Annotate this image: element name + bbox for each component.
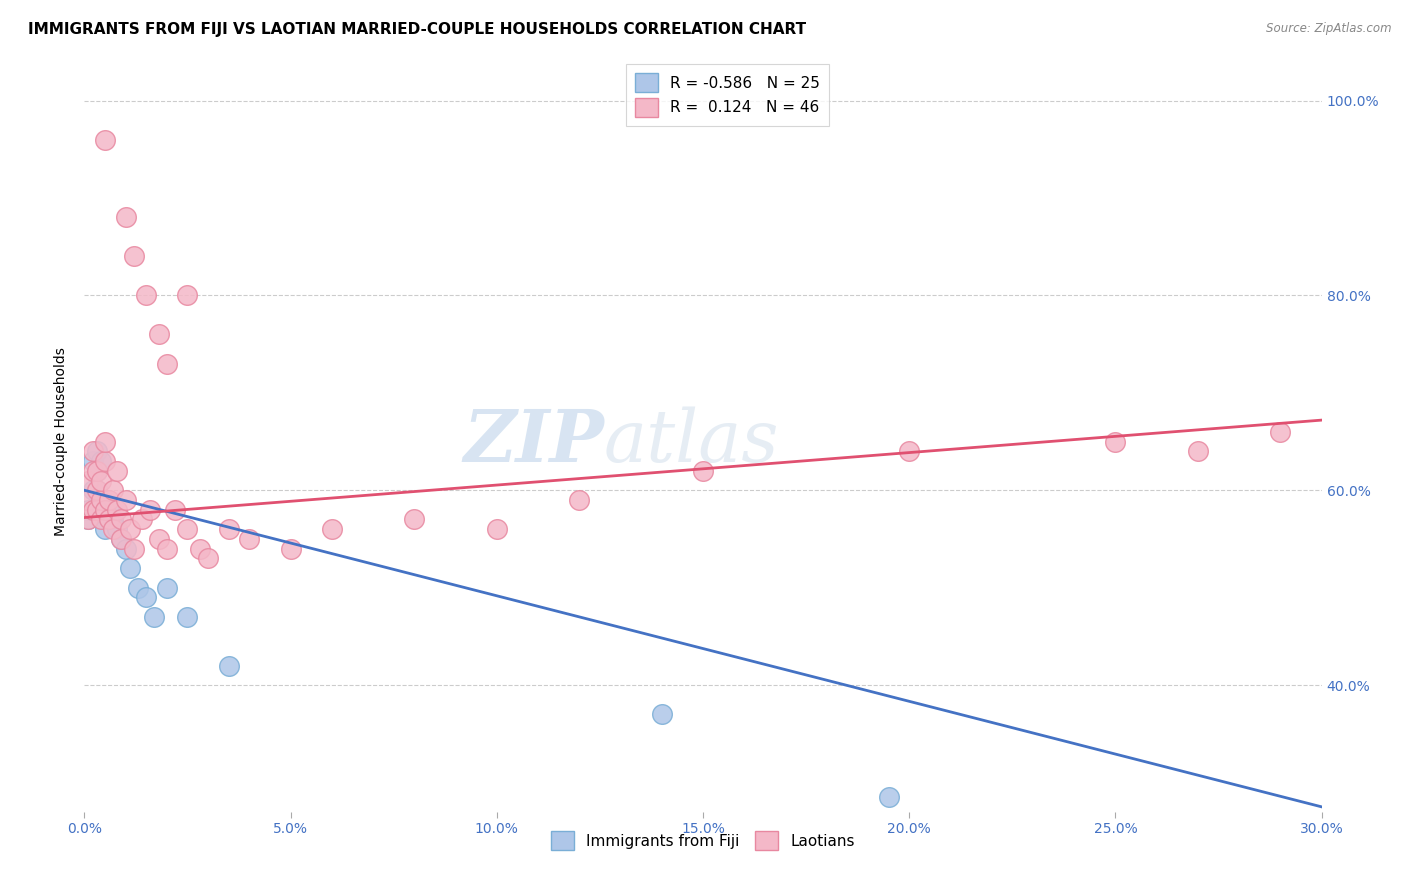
Point	[86, 483, 108, 498]
Point	[82, 454, 104, 468]
Point	[86, 464, 108, 478]
Point	[82, 444, 104, 458]
Point	[176, 288, 198, 302]
Point	[238, 532, 260, 546]
Point	[114, 211, 136, 225]
Point	[131, 512, 153, 526]
Point	[165, 502, 187, 516]
Point	[86, 483, 108, 498]
Text: ZIP: ZIP	[463, 406, 605, 477]
Point	[877, 790, 900, 805]
Point	[94, 434, 117, 449]
Point	[651, 707, 673, 722]
Text: Source: ZipAtlas.com: Source: ZipAtlas.com	[1267, 22, 1392, 36]
Point	[122, 250, 145, 264]
Point	[485, 522, 508, 536]
Point	[94, 522, 117, 536]
Text: IMMIGRANTS FROM FIJI VS LAOTIAN MARRIED-COUPLE HOUSEHOLDS CORRELATION CHART: IMMIGRANTS FROM FIJI VS LAOTIAN MARRIED-…	[28, 22, 806, 37]
Point	[105, 464, 128, 478]
Point	[110, 532, 132, 546]
Point	[139, 502, 162, 516]
Y-axis label: Married-couple Households: Married-couple Households	[55, 347, 69, 536]
Point	[176, 522, 198, 536]
Point	[105, 502, 128, 516]
Point	[90, 512, 112, 526]
Point	[156, 541, 179, 556]
Point	[82, 502, 104, 516]
Point	[127, 581, 149, 595]
Point	[568, 493, 591, 508]
Point	[114, 541, 136, 556]
Point	[77, 474, 100, 488]
Point	[105, 522, 128, 536]
Legend: Immigrants from Fiji, Laotians: Immigrants from Fiji, Laotians	[546, 825, 860, 856]
Point	[404, 512, 426, 526]
Point	[122, 541, 145, 556]
Point	[103, 512, 125, 526]
Point	[86, 502, 108, 516]
Point	[94, 512, 117, 526]
Point	[156, 581, 179, 595]
Point	[94, 132, 117, 146]
Point	[280, 541, 302, 556]
Point	[692, 464, 714, 478]
Point	[86, 464, 108, 478]
Point	[110, 532, 132, 546]
Point	[197, 551, 219, 566]
Point	[118, 522, 141, 536]
Point	[110, 512, 132, 526]
Point	[218, 522, 240, 536]
Point	[1187, 444, 1209, 458]
Point	[1270, 425, 1292, 439]
Point	[176, 610, 198, 624]
Point	[103, 483, 125, 498]
Point	[218, 658, 240, 673]
Text: atlas: atlas	[605, 406, 779, 477]
Point	[98, 502, 121, 516]
Point	[82, 483, 104, 498]
Point	[321, 522, 343, 536]
Point	[898, 444, 921, 458]
Point	[77, 502, 100, 516]
Point	[77, 512, 100, 526]
Point	[148, 532, 170, 546]
Point	[77, 512, 100, 526]
Point	[188, 541, 211, 556]
Point	[114, 493, 136, 508]
Point	[103, 522, 125, 536]
Point	[118, 561, 141, 575]
Point	[77, 493, 100, 508]
Point	[90, 493, 112, 508]
Point	[135, 288, 157, 302]
Point	[135, 591, 157, 605]
Point	[143, 610, 166, 624]
Point	[148, 327, 170, 342]
Point	[90, 493, 112, 508]
Point	[98, 512, 121, 526]
Point	[82, 464, 104, 478]
Point	[90, 454, 112, 468]
Point	[1104, 434, 1126, 449]
Point	[94, 454, 117, 468]
Point	[98, 493, 121, 508]
Point	[86, 444, 108, 458]
Point	[94, 502, 117, 516]
Point	[90, 474, 112, 488]
Point	[156, 357, 179, 371]
